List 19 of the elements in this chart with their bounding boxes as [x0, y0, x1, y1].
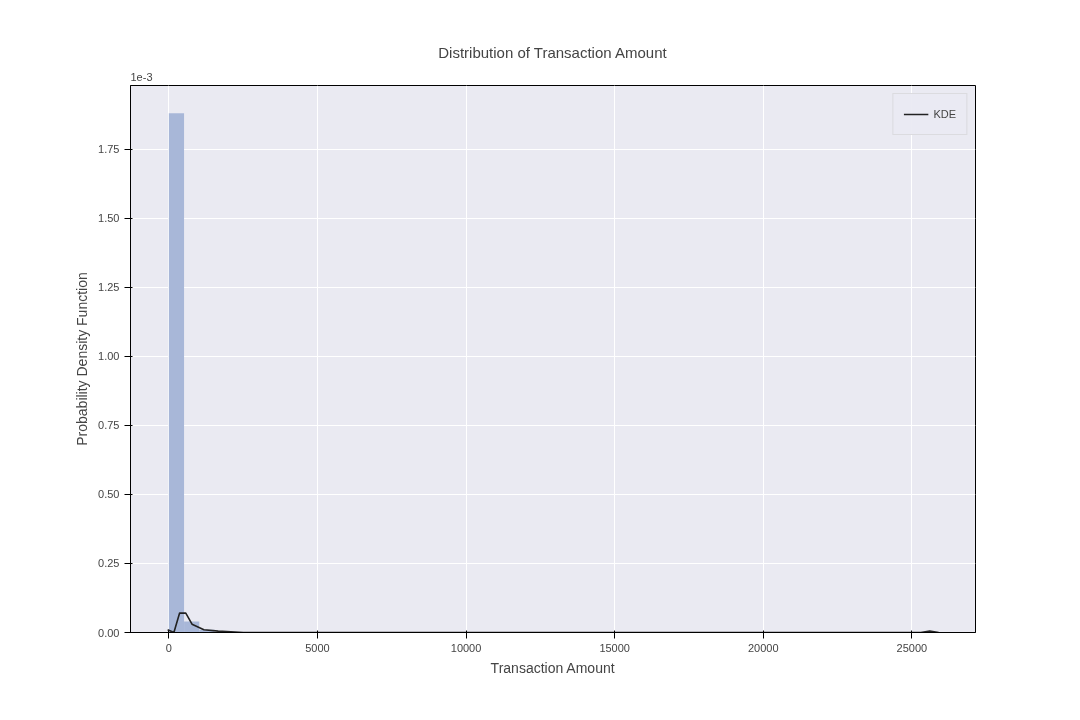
x-tick-label: 0: [165, 641, 172, 654]
y-tick-label: 1.50: [98, 212, 120, 225]
x-axis-title: Transaction Amount: [490, 659, 615, 676]
y-axis-title: Probability Density Function: [74, 272, 91, 446]
text: 1e-3: [130, 70, 153, 83]
y-tick-label: 1.75: [98, 143, 120, 156]
x-tick-label: 10000: [450, 641, 482, 654]
x-tick-label: 25000: [896, 641, 928, 654]
x-tick-label: 5000: [305, 641, 330, 654]
y-tick-label: 1.25: [98, 281, 120, 294]
x-tick-label: 20000: [747, 641, 779, 654]
chart-title: Distribution of Transaction Amount: [438, 43, 668, 61]
y-tick-label: 0.25: [98, 557, 120, 570]
y-tick-label: 0.75: [98, 419, 120, 432]
y-tick-label: 0.50: [98, 488, 120, 501]
y-tick-label: 0.00: [98, 626, 120, 639]
legend-label: KDE: [933, 108, 956, 120]
y-tick-label: 1.00: [98, 350, 120, 363]
x-tick-label: 15000: [599, 641, 630, 654]
